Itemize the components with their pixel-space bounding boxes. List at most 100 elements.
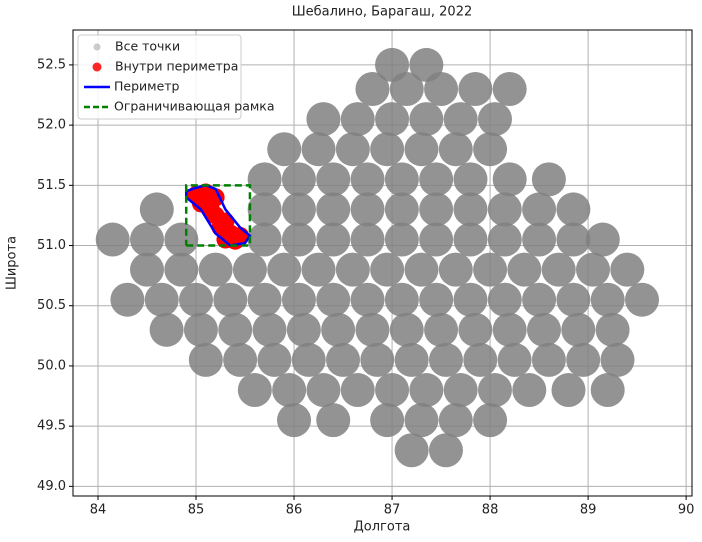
all-point [350,162,385,197]
all-point [257,342,292,377]
all-point [556,192,591,227]
all-point [497,342,532,377]
y-tick-label: 52.5 [37,57,66,72]
all-point [575,252,610,287]
all-point [370,403,405,438]
all-point [247,282,282,317]
all-point [428,342,463,377]
all-point [561,312,596,347]
all-point [404,252,439,287]
all-point [458,72,493,107]
all-point [375,102,410,137]
all-point [531,162,566,197]
all-point [443,102,478,137]
all-point [551,373,586,408]
all-point [301,252,336,287]
all-point [350,282,385,317]
all-point [144,282,179,317]
all-point [281,162,316,197]
all-point [164,222,199,257]
all-point [316,282,351,317]
all-point [232,252,267,287]
all-point [585,222,620,257]
all-point [267,132,302,167]
all-point [419,222,454,257]
all-point [360,342,395,377]
all-point [453,222,488,257]
all-point [183,312,218,347]
all-point [487,222,522,257]
all-point [394,342,429,377]
all-point [355,312,390,347]
all-point [316,162,351,197]
x-tick-label: 84 [90,503,107,518]
all-point [198,252,233,287]
all-point [477,102,512,137]
all-point [409,373,444,408]
all-point [473,403,508,438]
all-point [419,192,454,227]
all-point [130,222,165,257]
all-point [237,373,272,408]
x-tick-label: 89 [580,503,597,518]
all-point [419,162,454,197]
all-point [316,192,351,227]
all-point [522,282,557,317]
all-point [286,312,321,347]
plot-marks [95,47,660,468]
all-point [384,192,419,227]
all-point [522,222,557,257]
all-point [223,342,258,377]
all-point [340,102,375,137]
legend-label: Ограничивающая рамка [114,99,275,114]
legend-marker [93,43,101,51]
all-point [247,192,282,227]
all-point [453,192,488,227]
all-point [350,192,385,227]
legend-label: Все точки [115,39,180,54]
all-point [556,222,591,257]
all-point [340,373,375,408]
all-point [301,132,336,167]
all-point [556,282,591,317]
all-point [384,282,419,317]
all-point [321,312,356,347]
y-tick-label: 51.5 [37,178,66,193]
all-point [428,433,463,468]
y-tick-label: 51.0 [37,238,66,253]
all-point [247,222,282,257]
all-point [625,282,660,317]
y-axis-label: Широта [5,236,20,290]
all-point [438,252,473,287]
all-point [453,162,488,197]
all-point [487,282,522,317]
all-point [130,252,165,287]
all-point [110,282,145,317]
x-axis-label: Долгота [354,520,411,535]
x-tick-label: 87 [384,503,401,518]
all-point [272,373,307,408]
all-point [566,342,601,377]
all-point [355,72,390,107]
all-point [384,222,419,257]
all-point [409,102,444,137]
y-tick-label: 50.0 [37,358,66,373]
all-point [164,252,199,287]
all-point [95,222,130,257]
legend: Все точки Внутри периметра Периметр Огранич… [77,34,275,120]
y-tick-label: 52.0 [37,118,66,133]
all-point [389,72,424,107]
all-point [394,433,429,468]
all-point [492,162,527,197]
all-point [424,312,459,347]
all-point [306,102,341,137]
all-point [404,403,439,438]
all-point [267,252,302,287]
x-tick-label: 85 [188,503,205,518]
all-point [306,373,341,408]
all-point [326,342,361,377]
all-point [179,282,214,317]
all-point [281,192,316,227]
all-point [281,282,316,317]
all-point [453,282,488,317]
